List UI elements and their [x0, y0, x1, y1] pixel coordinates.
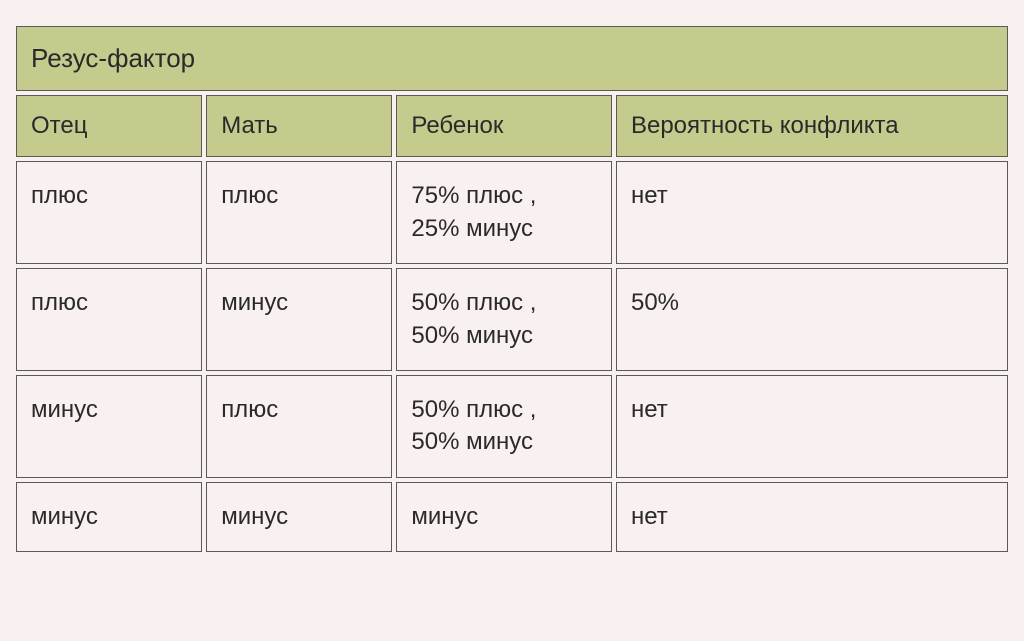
- cell-child: 50% плюс , 50% минус: [396, 268, 612, 371]
- cell-mother: плюс: [206, 161, 392, 264]
- header-row: Отец Мать Ребенок Вероятность конфликта: [16, 95, 1008, 157]
- rh-factor-table: Резус-фактор Отец Мать Ребенок Вероятнос…: [12, 22, 1012, 556]
- cell-child: 50% плюс , 50% минус: [396, 375, 612, 478]
- table-title: Резус-фактор: [16, 26, 1008, 91]
- title-row: Резус-фактор: [16, 26, 1008, 91]
- col-child: Ребенок: [396, 95, 612, 157]
- cell-father: плюс: [16, 268, 202, 371]
- cell-mother: минус: [206, 268, 392, 371]
- cell-conflict: нет: [616, 161, 1008, 264]
- col-conflict: Вероятность конфликта: [616, 95, 1008, 157]
- table-row: плюс минус 50% плюс , 50% минус 50%: [16, 268, 1008, 371]
- cell-conflict: 50%: [616, 268, 1008, 371]
- cell-father: плюс: [16, 161, 202, 264]
- cell-mother: минус: [206, 482, 392, 552]
- col-father: Отец: [16, 95, 202, 157]
- cell-child: 75% плюс , 25% минус: [396, 161, 612, 264]
- cell-conflict: нет: [616, 375, 1008, 478]
- col-mother: Мать: [206, 95, 392, 157]
- cell-father: минус: [16, 375, 202, 478]
- table-row: минус минус минус нет: [16, 482, 1008, 552]
- cell-father: минус: [16, 482, 202, 552]
- table: Резус-фактор Отец Мать Ребенок Вероятнос…: [12, 22, 1012, 556]
- cell-mother: плюс: [206, 375, 392, 478]
- cell-conflict: нет: [616, 482, 1008, 552]
- cell-child: минус: [396, 482, 612, 552]
- table-row: минус плюс 50% плюс , 50% минус нет: [16, 375, 1008, 478]
- table-row: плюс плюс 75% плюс , 25% минус нет: [16, 161, 1008, 264]
